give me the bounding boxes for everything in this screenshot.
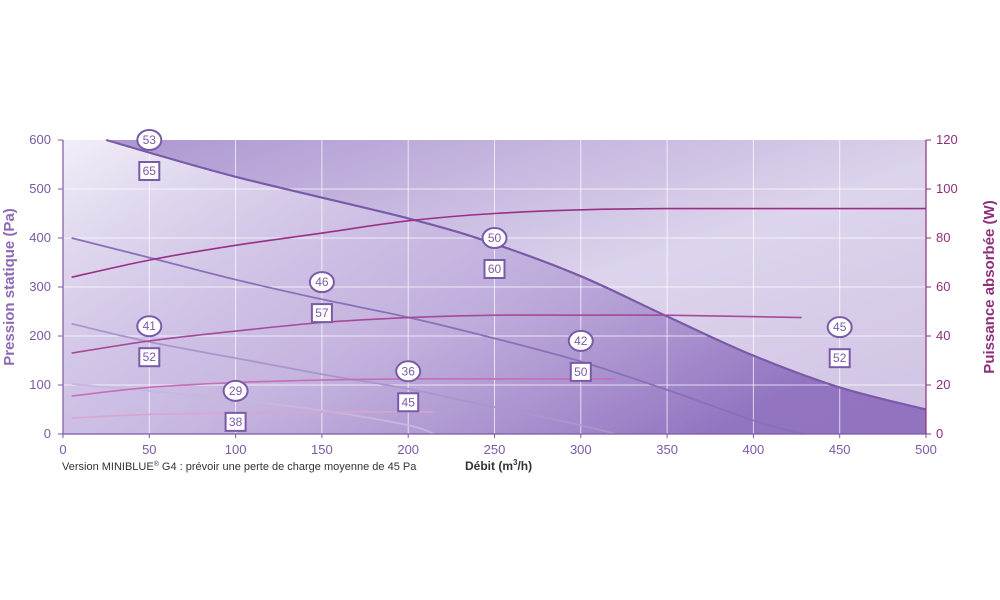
square-badge-value: 60 (488, 262, 502, 276)
operating-point-label: 41 52 (136, 315, 163, 368)
circle-badge-value: 46 (315, 275, 329, 289)
square-badge-value: 38 (229, 415, 243, 429)
square-badge (138, 347, 161, 368)
circle-badge-value: 53 (143, 133, 157, 147)
x-axis-label-end: /h) (517, 459, 532, 473)
axes: 0 100 200 300 400 500 600 0 20 40 60 80 100 120 0 50 100… (29, 132, 957, 457)
y-left-tick-label: 200 (29, 328, 51, 343)
pressure-curve-1 (105, 138, 927, 411)
square-badge-value: 52 (143, 350, 157, 364)
square-badge (828, 348, 851, 369)
pressure-curves (71, 138, 927, 435)
y-left-tick-label: 500 (29, 181, 51, 196)
x-tick-label: 500 (915, 442, 937, 457)
operating-point-label: 53 65 (136, 129, 163, 181)
circle-badge (136, 315, 163, 338)
square-badge-value: 65 (143, 164, 157, 178)
x-tick-label: 150 (311, 442, 333, 457)
pressure-curve-3 (71, 322, 616, 435)
x-tick-label: 400 (743, 442, 765, 457)
note-sup: ® (154, 460, 160, 468)
circle-badge (481, 227, 508, 249)
x-axis-label-main: Débit (m (465, 459, 513, 473)
square-badge-value: 52 (833, 351, 847, 365)
y-right-tick-label: 120 (936, 132, 958, 147)
operating-point-label: 42 50 (567, 329, 594, 382)
note-suffix: G4 : prévoir une perte de charge moyenne… (159, 461, 417, 473)
y-right-tick-label: 20 (936, 377, 950, 392)
y-left-tick-label: 300 (29, 279, 51, 294)
square-badge (483, 259, 506, 279)
circle-badge (136, 129, 163, 151)
x-tick-label: 0 (59, 442, 66, 457)
square-badge (569, 361, 592, 382)
y-right-tick-label: 100 (936, 181, 958, 196)
y-axis-left-label: Pression statique (Pa) (1, 208, 18, 366)
circle-badge (567, 329, 594, 352)
square-badge (310, 303, 333, 324)
x-tick-label: 250 (484, 442, 506, 457)
pressure-curve-4 (71, 383, 435, 435)
circle-badge (222, 379, 249, 402)
x-tick-label: 100 (225, 442, 247, 457)
operating-point-annotations: 53 65 50 60 46 57 41 52 42 50 36 45 29 38 45 52 (136, 129, 853, 432)
operating-point-label: 29 38 (222, 379, 249, 432)
y-axis-right-label: Puissance absorbée (W) (981, 200, 998, 373)
x-tick-label: 450 (829, 442, 851, 457)
x-tick-label: 350 (656, 442, 678, 457)
square-badge (138, 161, 161, 181)
circle-badge-value: 41 (143, 319, 157, 333)
y-right-tick-label: 80 (936, 230, 950, 245)
y-left-tick-label: 100 (29, 377, 51, 392)
power-curve-3 (71, 378, 616, 397)
x-axis-label: Débit (m3/h) (465, 458, 532, 473)
x-axis-label-sup: 3 (513, 458, 518, 467)
note-prefix: Version MINIBLUE (62, 461, 154, 473)
power-curves (71, 207, 927, 419)
circle-badge-value: 29 (229, 384, 243, 398)
circle-badge-value: 50 (488, 231, 502, 245)
circle-badge (308, 271, 335, 294)
square-badge-value: 45 (402, 395, 416, 409)
circle-badge (395, 360, 422, 383)
x-tick-label: 200 (397, 442, 419, 457)
power-curve-1 (71, 207, 927, 278)
grid-lines (63, 140, 926, 434)
square-badge (397, 392, 420, 413)
square-badge (224, 411, 247, 432)
x-tick-label: 50 (142, 442, 156, 457)
y-left-tick-label: 400 (29, 230, 51, 245)
y-right-tick-label: 60 (936, 279, 950, 294)
circle-badge (826, 316, 853, 339)
operating-point-label: 46 57 (308, 271, 335, 324)
pressure-curve-2 (71, 237, 802, 435)
square-badge-value: 57 (315, 306, 329, 320)
y-right-tick-label: 40 (936, 328, 950, 343)
chart-note: Version MINIBLUE® G4 : prévoir une perte… (62, 460, 417, 473)
circle-badge-value: 36 (402, 364, 416, 378)
operating-point-label: 36 45 (395, 360, 422, 413)
operating-point-label: 50 60 (481, 227, 508, 279)
square-badge-value: 50 (574, 365, 588, 379)
x-tick-label: 300 (570, 442, 592, 457)
circle-badge-value: 45 (833, 320, 847, 334)
circle-badge-value: 42 (574, 334, 588, 348)
operating-point-label: 45 52 (826, 316, 853, 369)
power-curve-2 (71, 314, 802, 354)
y-right-tick-label: 0 (936, 426, 943, 441)
y-left-tick-label: 0 (44, 426, 51, 441)
y-left-tick-label: 600 (29, 132, 51, 147)
